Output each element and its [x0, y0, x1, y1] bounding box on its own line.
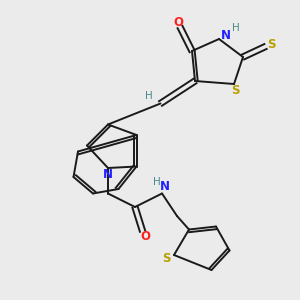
Text: O: O — [173, 16, 184, 29]
Text: N: N — [103, 168, 113, 181]
Text: S: S — [231, 83, 240, 97]
Text: O: O — [140, 230, 151, 244]
Text: H: H — [145, 91, 153, 101]
Text: S: S — [162, 251, 171, 265]
Text: S: S — [267, 38, 276, 52]
Text: N: N — [220, 29, 231, 42]
Text: H: H — [232, 22, 239, 33]
Text: N: N — [160, 180, 170, 194]
Text: H: H — [153, 177, 160, 187]
